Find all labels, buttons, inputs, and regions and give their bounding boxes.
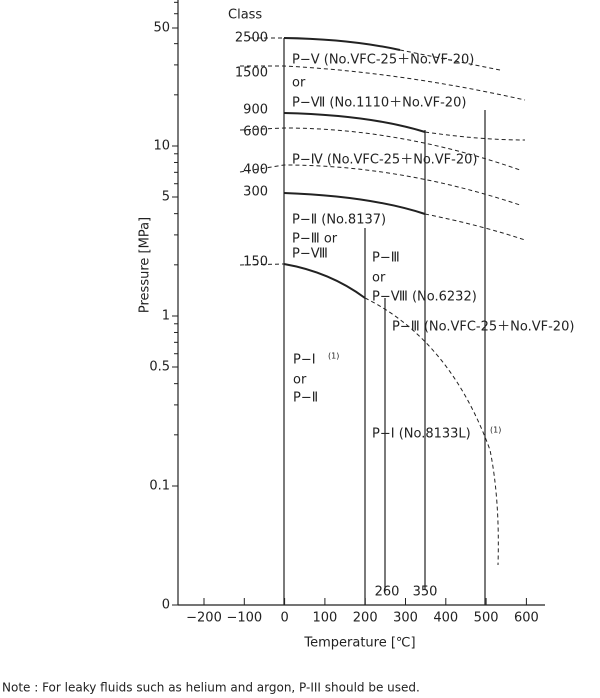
y-tick-label: 0.1 — [149, 479, 170, 494]
vline-label: 260 — [375, 585, 400, 600]
vline-label: 350 — [413, 585, 438, 600]
region-label: or — [292, 76, 306, 91]
y-tick-label: 5 — [162, 190, 170, 205]
y-tick-label: 0 — [162, 598, 170, 613]
class-label: 300 — [243, 185, 268, 200]
x-tick-label: 500 — [474, 611, 499, 626]
y-tick-label: 50 — [153, 21, 170, 36]
x-tick-label: −200 — [186, 611, 222, 626]
region-label: P−Ⅰ (No.8133L) — [372, 427, 471, 442]
region-label: P−Ⅶ (No.1110＋No.VF-20) — [292, 96, 466, 111]
region-label: P−Ⅲ — [372, 251, 400, 266]
x-tick-label: 600 — [514, 611, 539, 626]
region-label: P−Ⅰ — [293, 353, 316, 368]
region-label: P−Ⅲ or — [292, 232, 338, 247]
note: Note : For leaky fluids such as helium a… — [2, 681, 420, 695]
region-label: P−Ⅷ (No.6232) — [372, 290, 477, 305]
x-tick-label: 400 — [433, 611, 458, 626]
region-label: or — [372, 271, 386, 286]
x-tick-label: 0 — [280, 611, 288, 626]
class-label: 900 — [243, 103, 268, 118]
region-label: P−Ⅱ — [293, 391, 318, 406]
x-tick-label: 300 — [393, 611, 418, 626]
region-label: or — [293, 373, 307, 388]
class-label: 150 — [243, 255, 268, 270]
axes — [177, 0, 545, 606]
region-label: P−Ⅲ (No.VFC-25＋No.VF-20) — [392, 320, 574, 335]
x-tick-label: 200 — [353, 611, 378, 626]
region-label: P−Ⅴ (No.VFC-25＋No.VF-20) — [292, 53, 474, 68]
y-axis-label: Pressure [MPa] — [138, 217, 153, 313]
y-tick-label: 1 — [162, 309, 170, 324]
region-label: P−Ⅱ (No.8137) — [292, 213, 386, 228]
rating-curves — [239, 37, 526, 566]
x-axis-label: Temperature [℃] — [303, 636, 415, 651]
region-label: P−Ⅳ (No.VFC-25＋No.VF-20) — [292, 153, 477, 168]
limit-lines — [283, 38, 486, 605]
region-label: (1) — [328, 352, 339, 361]
region-label: P−Ⅷ — [292, 247, 328, 262]
class-label: 1500 — [235, 66, 268, 81]
class-label: 400 — [243, 163, 268, 178]
class-header: Class — [228, 8, 262, 23]
x-tick-label: 100 — [312, 611, 337, 626]
y-tick-label: 10 — [153, 139, 170, 154]
x-tick-label: −100 — [226, 611, 262, 626]
y-tick-label: 0.5 — [149, 360, 170, 375]
region-label: (1) — [490, 426, 501, 435]
class-label: 2500 — [235, 31, 268, 46]
class-label: 600 — [243, 125, 268, 140]
